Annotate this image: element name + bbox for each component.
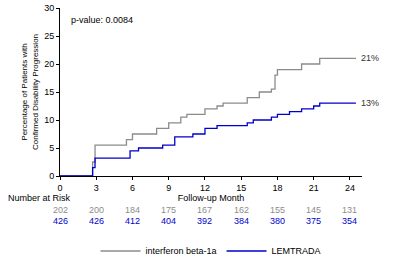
svg-text:21%: 21% [361, 53, 379, 63]
svg-text:0: 0 [49, 171, 54, 181]
svg-text:384: 384 [234, 216, 249, 226]
svg-text:375: 375 [306, 216, 321, 226]
svg-text:interferon beta-1a: interferon beta-1a [146, 246, 217, 256]
svg-text:354: 354 [342, 216, 357, 226]
svg-text:Follow-up Month: Follow-up Month [178, 193, 245, 203]
svg-text:Number at Risk: Number at Risk [8, 193, 71, 203]
svg-text:15: 15 [44, 87, 54, 97]
svg-text:Percentage of Patients withCon: Percentage of Patients withConfirmed Dis… [20, 34, 39, 150]
svg-text:426: 426 [53, 216, 68, 226]
svg-text:200: 200 [89, 205, 104, 215]
svg-text:24: 24 [345, 183, 355, 193]
svg-text:380: 380 [270, 216, 285, 226]
svg-text:202: 202 [53, 205, 68, 215]
svg-text:12: 12 [200, 183, 210, 193]
svg-text:15: 15 [236, 183, 246, 193]
svg-text:131: 131 [342, 205, 357, 215]
svg-text:6: 6 [130, 183, 135, 193]
svg-text:25: 25 [44, 31, 54, 41]
svg-text:0: 0 [57, 183, 62, 193]
svg-text:162: 162 [234, 205, 249, 215]
svg-text:9: 9 [166, 183, 171, 193]
svg-text:18: 18 [272, 183, 282, 193]
svg-text:20: 20 [44, 59, 54, 69]
svg-text:p-value: 0.0084: p-value: 0.0084 [71, 15, 133, 25]
svg-text:10: 10 [44, 115, 54, 125]
svg-text:21: 21 [309, 183, 319, 193]
svg-text:13%: 13% [361, 98, 379, 108]
svg-text:155: 155 [270, 205, 285, 215]
svg-text:3: 3 [94, 183, 99, 193]
svg-text:175: 175 [161, 205, 176, 215]
svg-text:404: 404 [161, 216, 176, 226]
svg-text:167: 167 [197, 205, 212, 215]
svg-text:30: 30 [44, 3, 54, 13]
svg-text:145: 145 [306, 205, 321, 215]
svg-text:184: 184 [125, 205, 140, 215]
svg-text:LEMTRADA: LEMTRADA [272, 246, 321, 256]
svg-text:426: 426 [89, 216, 104, 226]
svg-text:412: 412 [125, 216, 140, 226]
svg-text:5: 5 [49, 143, 54, 153]
svg-text:392: 392 [197, 216, 212, 226]
